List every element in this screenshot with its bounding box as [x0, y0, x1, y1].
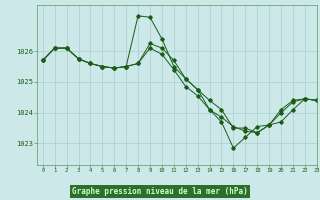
Text: Graphe pression niveau de la mer (hPa): Graphe pression niveau de la mer (hPa)	[72, 187, 248, 196]
